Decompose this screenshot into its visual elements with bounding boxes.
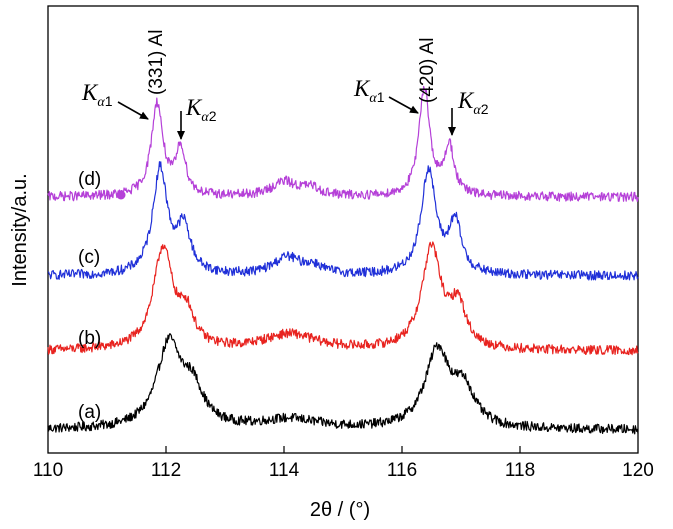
k-alpha1-label-331: Kα1 xyxy=(81,80,113,110)
curves xyxy=(47,85,639,435)
y-axis-title: Intensity/a.u. xyxy=(9,173,31,286)
x-axis-title: 2θ / (°) xyxy=(310,499,370,521)
series-label-c: (c) xyxy=(78,247,100,268)
series-label-d: (d) xyxy=(78,169,101,190)
series-line-d xyxy=(47,85,639,202)
x-tick-label: 114 xyxy=(269,460,300,481)
annotation-420-al: (420) Al xyxy=(417,38,438,103)
k-alpha2-label-420: Kα2 xyxy=(457,88,489,118)
arrow-k-alpha1-331 xyxy=(117,101,149,120)
x-axis-ticks: 110 112 114 116 118 120 xyxy=(33,446,654,481)
series-label-b: (b) xyxy=(78,328,101,349)
plot-frame xyxy=(47,5,639,454)
x-tick-label: 112 xyxy=(151,460,181,481)
series-marker-d xyxy=(116,190,126,200)
arrow-k-alpha1-420 xyxy=(388,96,419,114)
x-tick-label: 118 xyxy=(505,460,535,481)
series-line-b xyxy=(47,241,639,356)
series-label-a: (a) xyxy=(78,402,101,423)
x-tick-label: 120 xyxy=(622,460,654,481)
x-tick-label: 116 xyxy=(387,460,417,481)
x-tick-label: 110 xyxy=(33,460,63,481)
k-alpha2-label-331: Kα2 xyxy=(185,95,217,125)
series-line-a xyxy=(47,333,639,435)
series-line-c xyxy=(47,161,639,281)
annotation-331-al: (331) Al xyxy=(146,30,167,95)
k-alpha1-label-420: Kα1 xyxy=(353,76,385,106)
